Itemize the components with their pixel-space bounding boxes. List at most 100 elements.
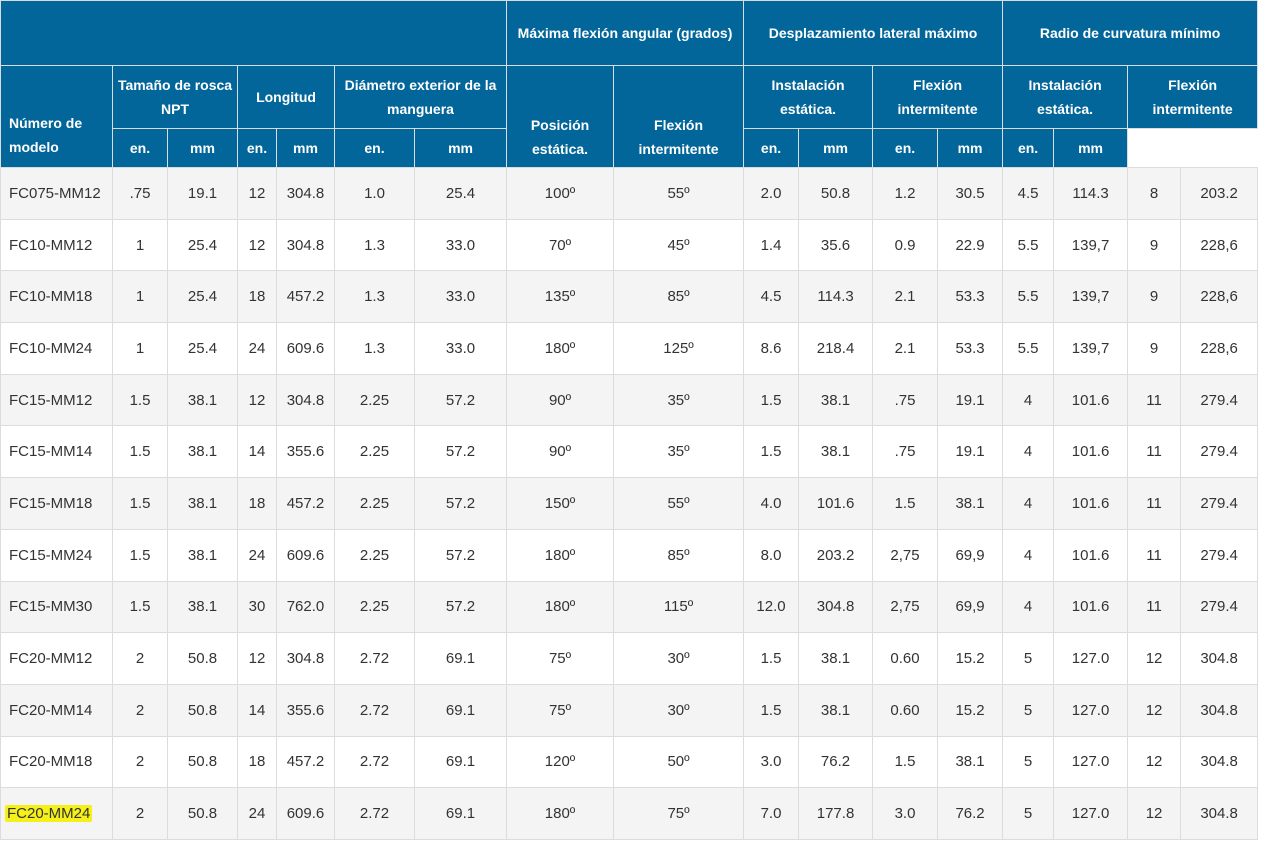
model-number-cell: FC20-MM24 — [0, 787, 113, 840]
table-cell: 2.1 — [872, 322, 939, 375]
table-row: FC10-MM24 1 25.4 24 609.6 1.3 33.0 180º 125º 8.6 2… — [0, 322, 1259, 375]
table-cell: 2 — [112, 735, 168, 789]
model-number-cell: FC075-MM12 — [0, 167, 113, 220]
table-cell: 75º — [613, 787, 745, 840]
table-row: FC15-MM18 1.5 38.1 18 457.2 2.25 57.2 150º 55º 4.… — [0, 477, 1259, 530]
table-cell: 139,7 — [1053, 270, 1129, 324]
table-cell: 38.1 — [798, 425, 874, 479]
table-cell: 38.1 — [798, 683, 874, 737]
table-cell: 57.2 — [413, 373, 508, 427]
table-cell: 180º — [506, 322, 615, 375]
model-number: FC20-MM14 — [9, 701, 93, 719]
table-cell: 0.9 — [872, 218, 939, 272]
table-cell: 1.5 — [112, 373, 168, 427]
table-cell: 12 — [237, 218, 277, 272]
model-number-cell: FC15-MM14 — [0, 425, 113, 479]
table-cell: 9 — [1127, 322, 1182, 375]
header-hose-od: Diámetro exterior de la manguera — [333, 65, 508, 129]
model-number-cell: FC10-MM12 — [0, 218, 113, 272]
model-number: FC15-MM24 — [9, 546, 93, 564]
header-length: Longitud — [237, 65, 335, 129]
table-cell: 9 — [1127, 218, 1182, 272]
table-cell: 120º — [506, 735, 615, 789]
table-cell: 355.6 — [276, 683, 335, 737]
table-cell: 100º — [506, 167, 615, 220]
table-cell: 304.8 — [1180, 632, 1259, 685]
model-number-cell: FC10-MM24 — [0, 322, 113, 375]
table-cell: 203.2 — [1180, 167, 1259, 220]
table-cell: 304.8 — [1180, 683, 1259, 737]
table-cell: 50.8 — [167, 787, 238, 840]
table-cell: 25.4 — [167, 218, 238, 272]
table-cell: 11 — [1127, 528, 1182, 582]
table-cell: 5.5 — [1002, 322, 1055, 375]
table-cell: 304.8 — [276, 218, 335, 272]
table-cell: 69.1 — [413, 787, 508, 840]
table-cell: 139,7 — [1053, 322, 1129, 375]
table-cell: 218.4 — [798, 322, 874, 375]
table-cell: 50.8 — [167, 683, 238, 737]
table-row: FC20-MM24 2 50.8 24 609.6 2.72 69.1 180º 75º 7.0 1… — [0, 787, 1259, 840]
table-cell: 1.5 — [743, 425, 800, 479]
table-cell: 57.2 — [413, 580, 508, 634]
header-thread: Tamaño de rosca NPT — [112, 65, 238, 129]
table-cell: 1.5 — [872, 735, 939, 789]
table-cell: 4.5 — [743, 270, 800, 324]
model-number: FC15-MM14 — [9, 443, 93, 461]
table-cell: 762.0 — [276, 580, 335, 634]
table-cell: 8.0 — [743, 528, 800, 582]
header-unit-in: en. — [334, 128, 415, 168]
table-cell: 15.2 — [937, 632, 1004, 685]
header-lateral: Desplazamiento lateral máximo — [743, 0, 1004, 66]
header-intermittent: Flexión intermitente — [613, 65, 745, 168]
table-row: FC15-MM30 1.5 38.1 30 762.0 2.25 57.2 180º 115º 1… — [0, 580, 1259, 634]
table-cell: .75 — [872, 425, 939, 479]
table-cell: 14 — [237, 425, 277, 479]
table-cell: 19.1 — [167, 167, 238, 220]
model-number: FC10-MM12 — [9, 236, 93, 254]
model-number: FC10-MM24 — [9, 339, 93, 357]
table-cell: 114.3 — [798, 270, 874, 324]
table-cell: 1.5 — [743, 632, 800, 685]
table-cell: 279.4 — [1180, 477, 1259, 530]
header-unit-in: en. — [743, 128, 800, 168]
table-cell: 11 — [1127, 425, 1182, 479]
table-cell: 19.1 — [937, 373, 1004, 427]
table-cell: 35º — [613, 425, 745, 479]
table-cell: 24 — [237, 322, 277, 375]
model-number: FC20-MM18 — [9, 753, 93, 771]
table-cell: 24 — [237, 528, 277, 582]
table-cell: 1.2 — [872, 167, 939, 220]
table-cell: 1.3 — [334, 270, 415, 324]
table-row: FC15-MM24 1.5 38.1 24 609.6 2.25 57.2 180º 85º 8.… — [0, 528, 1259, 582]
table-cell: 3.0 — [743, 735, 800, 789]
header-rad-static: Instalación estática. — [1002, 65, 1129, 129]
table-cell: 127.0 — [1053, 787, 1129, 840]
table-cell: 15.2 — [937, 683, 1004, 737]
header-unit-in: en. — [112, 128, 168, 168]
table-cell: 2 — [112, 632, 168, 685]
table-cell: 101.6 — [1053, 425, 1129, 479]
table-cell: 38.1 — [167, 373, 238, 427]
table-cell: 33.0 — [413, 322, 508, 375]
table-cell: 75º — [506, 683, 615, 737]
header-unit-mm: mm — [167, 128, 238, 168]
header-unit-in: en. — [237, 128, 277, 168]
table-cell: 228,6 — [1180, 322, 1259, 375]
table-row: FC10-MM12 1 25.4 12 304.8 1.3 33.0 70º 45º 1.4 35.… — [0, 218, 1259, 272]
table-cell: 69.1 — [413, 632, 508, 685]
table-cell: 1.5 — [112, 477, 168, 530]
table-cell: 279.4 — [1180, 580, 1259, 634]
model-number: FC075-MM12 — [9, 184, 101, 202]
model-number-cell: FC10-MM18 — [0, 270, 113, 324]
table-cell: 228,6 — [1180, 218, 1259, 272]
model-number-cell: FC15-MM18 — [0, 477, 113, 530]
table-cell: 101.6 — [1053, 373, 1129, 427]
table-cell: 57.2 — [413, 528, 508, 582]
table-cell: 12 — [237, 373, 277, 427]
table-cell: 11 — [1127, 477, 1182, 530]
table-cell: 1.3 — [334, 322, 415, 375]
table-cell: 279.4 — [1180, 373, 1259, 427]
table-cell: 55º — [613, 167, 745, 220]
